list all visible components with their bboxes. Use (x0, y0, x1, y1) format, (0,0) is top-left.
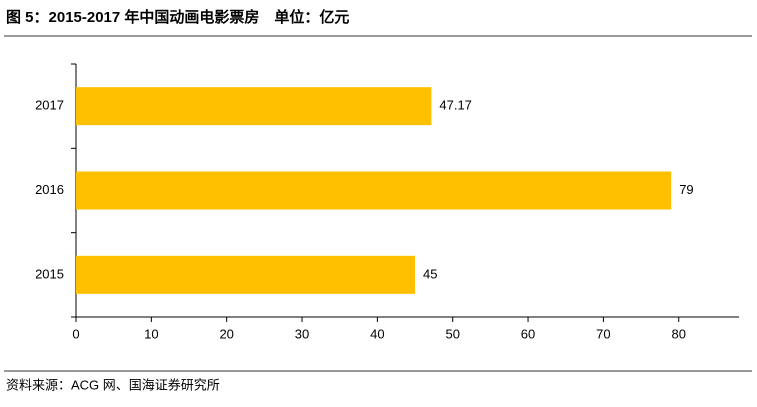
x-tick-label: 30 (295, 326, 309, 341)
x-tick-label: 40 (370, 326, 384, 341)
source-note: 资料来源：ACG 网、国海证券研究所 (6, 377, 220, 392)
x-tick-label: 0 (72, 326, 79, 341)
value-label: 79 (679, 182, 693, 197)
y-tick-label: 2015 (35, 266, 64, 281)
x-tick-label: 20 (219, 326, 233, 341)
value-label: 45 (423, 266, 437, 281)
chart-title: 图 5：2015-2017 年中国动画电影票房 单位：亿元 (6, 8, 349, 26)
x-tick-label: 50 (445, 326, 459, 341)
y-tick-label: 2017 (35, 98, 64, 113)
bar (76, 171, 672, 210)
x-tick-label: 70 (596, 326, 610, 341)
x-tick-label: 10 (144, 326, 158, 341)
x-tick-label: 60 (521, 326, 535, 341)
bar (76, 87, 432, 126)
y-tick-label: 2016 (35, 182, 64, 197)
bar (76, 255, 416, 294)
x-tick-label: 80 (671, 326, 685, 341)
value-label: 47.17 (439, 98, 472, 113)
